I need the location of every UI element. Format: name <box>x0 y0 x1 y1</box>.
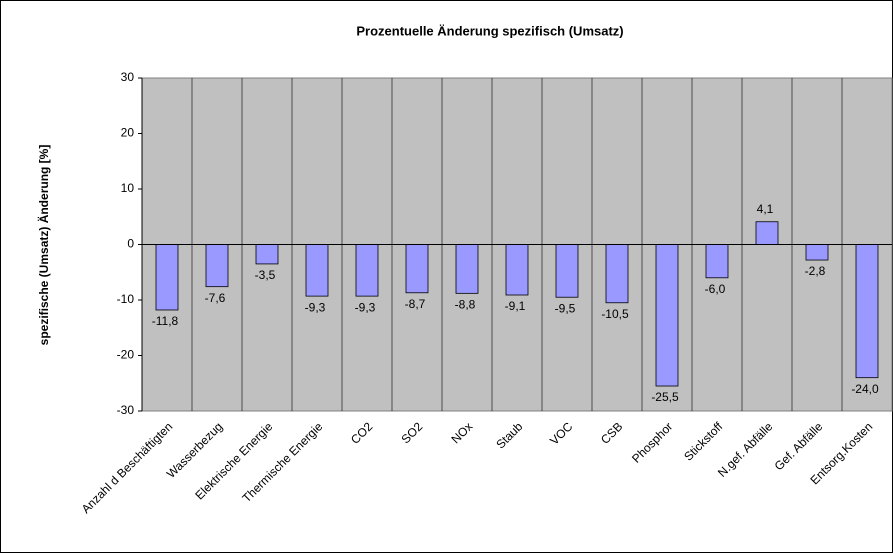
y-tick-label: 0 <box>127 237 134 251</box>
bar <box>855 244 879 379</box>
value-label: -11,8 <box>152 314 179 328</box>
bar <box>355 244 379 297</box>
y-tick-label: -10 <box>117 292 135 306</box>
value-label: -2,8 <box>805 264 826 278</box>
value-label: -3,5 <box>255 268 276 282</box>
bar <box>755 221 779 245</box>
value-label: -9,5 <box>555 301 576 315</box>
value-label: -10,5 <box>601 307 629 321</box>
y-tick-label: -20 <box>117 348 135 362</box>
y-tick-label: 30 <box>121 70 135 84</box>
value-label: 4,1 <box>757 202 774 216</box>
bar <box>255 244 279 265</box>
value-label: -8,8 <box>455 298 476 312</box>
bar <box>155 244 179 311</box>
bar <box>605 244 629 304</box>
y-tick-label: 10 <box>121 181 135 195</box>
value-label: -6,0 <box>705 282 726 296</box>
y-axis-title: spezifische (Umsatz) Änderung [%] <box>36 145 51 346</box>
bar <box>555 244 579 298</box>
y-tick-label: 20 <box>121 126 135 140</box>
bar <box>655 244 679 387</box>
value-label: -8,7 <box>405 297 426 311</box>
bar <box>405 244 429 294</box>
bar <box>505 244 529 296</box>
bar <box>705 244 729 279</box>
y-tick-label: -30 <box>117 403 135 417</box>
bar <box>455 244 479 294</box>
bar <box>305 244 329 297</box>
value-label: -9,1 <box>505 299 526 313</box>
value-label: -9,3 <box>305 300 326 314</box>
value-label: -9,3 <box>355 300 376 314</box>
chart-title: Prozentuelle Änderung spezifisch (Umsatz… <box>356 23 623 38</box>
bar <box>205 244 229 288</box>
value-label: -24,0 <box>851 382 879 396</box>
value-label: -25,5 <box>651 390 679 404</box>
bar <box>805 244 829 261</box>
value-label: -7,6 <box>205 291 226 305</box>
